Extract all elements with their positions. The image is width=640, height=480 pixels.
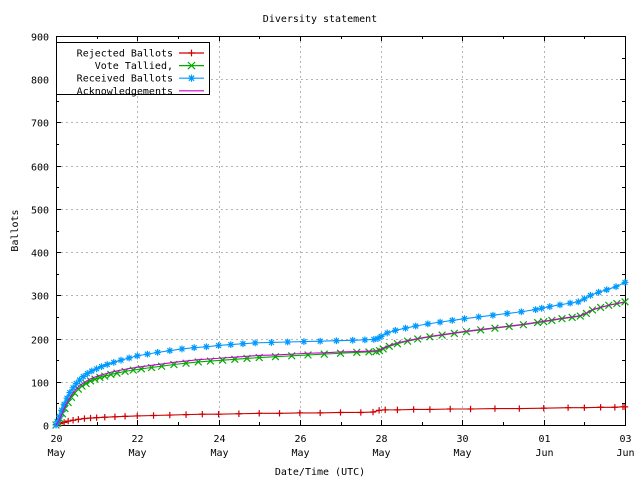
legend-box xyxy=(56,42,210,95)
x-tick-label-day: 28 xyxy=(375,434,387,445)
x-tick-label-month: May xyxy=(47,448,65,459)
y-tick-label: 0 xyxy=(43,422,49,433)
y-tick-label: 300 xyxy=(31,292,49,303)
y-tick-label: 900 xyxy=(31,33,49,44)
y-tick-label: 700 xyxy=(31,119,49,130)
y-tick-label: 100 xyxy=(31,379,49,390)
y-tick-label: 200 xyxy=(31,336,49,347)
x-tick-label-month: May xyxy=(453,448,471,459)
x-tick-label-month: Jun xyxy=(535,448,553,459)
x-tick-label-month: May xyxy=(291,448,309,459)
legend-item[interactable]: Acknowledgements xyxy=(77,86,204,97)
y-tick-label: 800 xyxy=(31,76,49,87)
legend-swatch-marker xyxy=(187,61,196,70)
x-axis-title: Date/Time (UTC) xyxy=(275,467,365,478)
x-tick-label-day: 22 xyxy=(131,434,143,445)
series-1 xyxy=(52,403,629,428)
series-2 xyxy=(52,297,629,429)
legend-label: Rejected Ballots xyxy=(77,49,173,60)
legend-label: Received Ballots xyxy=(77,74,173,85)
x-tick-label-day: 01 xyxy=(538,434,550,445)
series-3 xyxy=(52,278,629,429)
x-tick-label-day: 24 xyxy=(213,434,225,445)
legend-item[interactable]: Vote Tallied, xyxy=(95,61,204,72)
y-tick-label: 600 xyxy=(31,163,49,174)
x-tick-label-day: 26 xyxy=(294,434,306,445)
series-4 xyxy=(55,301,626,426)
y-tick-label: 400 xyxy=(31,249,49,260)
legend-label: Acknowledgements xyxy=(77,86,173,97)
x-tick-label-day: 20 xyxy=(50,434,62,445)
series-line xyxy=(55,301,626,426)
y-tick-label: 500 xyxy=(31,206,49,217)
legend-swatch-marker xyxy=(188,49,195,57)
legend-item[interactable]: Rejected Ballots xyxy=(77,49,204,60)
series-group xyxy=(52,278,629,429)
y-axis: 0 100 200 300 400 500 600 700 800 900 xyxy=(31,33,625,433)
x-axis: 20 May 22 May 24 May 26 May 28 May 30 May 01 Jun 03 Jun xyxy=(47,36,635,459)
x-tick-label-month: May xyxy=(210,448,228,459)
y-axis-title: Ballots xyxy=(10,209,21,251)
series-markers xyxy=(52,403,629,428)
legend-item[interactable]: Received Ballots xyxy=(77,74,204,85)
x-tick-label-month: May xyxy=(128,448,146,459)
legend-label: Vote Tallied, xyxy=(95,61,173,72)
x-tick-label-month: Jun xyxy=(616,448,634,459)
x-tick-label-month: May xyxy=(372,448,390,459)
series-markers xyxy=(52,297,629,429)
chart-title: Diversity statement xyxy=(263,14,377,25)
legend-swatch-marker xyxy=(187,74,196,82)
x-tick-label-day: 30 xyxy=(456,434,468,445)
x-tick-label-day: 03 xyxy=(619,434,631,445)
